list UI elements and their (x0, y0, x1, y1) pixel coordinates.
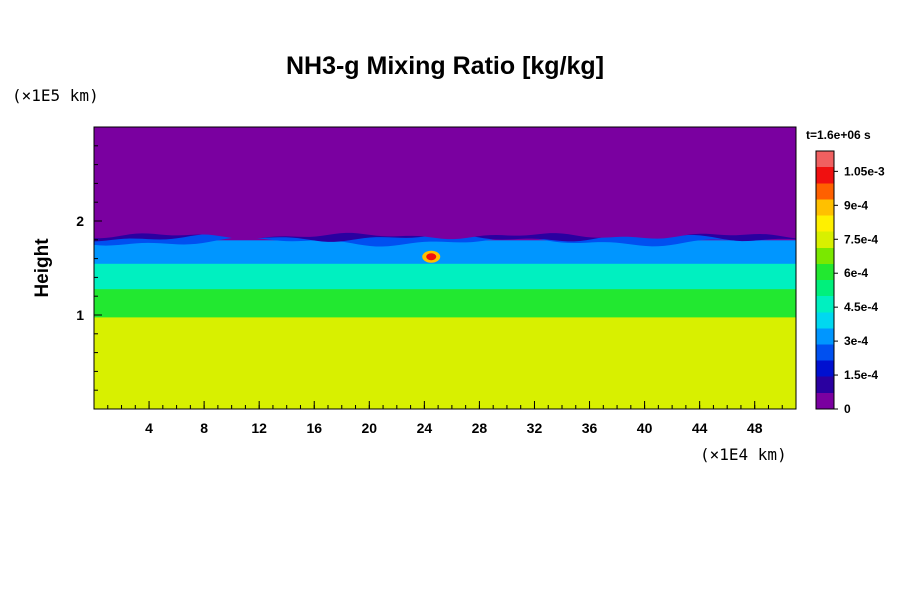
heatmap-layer (94, 316, 796, 409)
colorbar-label: 1.05e-3 (844, 164, 885, 178)
y-tick-label: 1 (76, 307, 84, 323)
time-label: t=1.6e+06 s (806, 128, 871, 142)
colorbar-ticks: 0 1.5e-4 3e-4 4.5e-4 6e-4 7.5e-4 9e-4 1.05e-3 (834, 164, 885, 416)
y-unit-label: (×1E5 km) (12, 86, 99, 105)
x-tick-label: 40 (637, 420, 653, 436)
x-tick-label: 24 (417, 420, 433, 436)
x-tick-label: 32 (527, 420, 543, 436)
colorbar-label: 3e-4 (844, 334, 868, 348)
x-tick-label: 16 (306, 420, 322, 436)
colorbar-fill (816, 151, 834, 409)
y-axis: 12 (76, 145, 102, 391)
colorbar: 0 1.5e-4 3e-4 4.5e-4 6e-4 7.5e-4 9e-4 1.05e-3 (815, 150, 885, 416)
peak-blob-core (426, 253, 437, 261)
x-tick-label: 8 (200, 420, 208, 436)
y-axis-label: Height (32, 238, 53, 298)
colorbar-label: 4.5e-4 (844, 300, 878, 314)
y-tick-label: 2 (76, 213, 84, 229)
x-axis: 4 8 12 16 20 24 28 32 36 40 44 48 (107, 401, 783, 436)
colorbar-label: 1.5e-4 (844, 368, 878, 382)
x-tick-label: 28 (472, 420, 488, 436)
x-tick-label: 48 (747, 420, 763, 436)
colorbar-label: 0 (844, 402, 851, 416)
colorbar-label: 6e-4 (844, 266, 868, 280)
x-tick-label: 12 (251, 420, 267, 436)
x-tick-label: 44 (692, 420, 708, 436)
chart-title: NH3-g Mixing Ratio [kg/kg] (286, 52, 604, 80)
x-unit-label: (×1E4 km) (700, 445, 787, 464)
colorbar-frame (815, 150, 835, 410)
colorbar-label: 9e-4 (844, 198, 868, 212)
heatmap-layer (94, 263, 796, 290)
heatmap-layer (94, 288, 796, 318)
x-tick-label: 4 (145, 420, 153, 436)
colorbar-label: 7.5e-4 (844, 232, 878, 246)
plot-frame (93, 126, 797, 410)
x-tick-label: 36 (582, 420, 598, 436)
layer-interface (94, 196, 796, 240)
heatmap-field (94, 127, 796, 409)
heatmap-layer (94, 239, 796, 264)
x-tick-label: 20 (362, 420, 378, 436)
